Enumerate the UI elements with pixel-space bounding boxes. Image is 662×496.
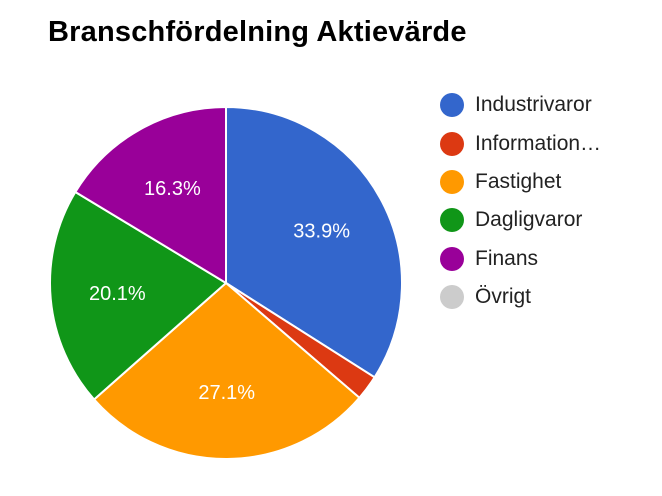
legend-label: Fastighet [475, 169, 562, 193]
legend-label: Industrivaror [475, 93, 592, 117]
chart-title: Branschfördelning Aktievärde [48, 16, 467, 48]
legend-swatch [440, 169, 464, 194]
pie-slices [49, 105, 403, 460]
legend-item[interactable]: Finans [440, 240, 601, 278]
legend-label: Övrigt [475, 285, 532, 309]
legend-swatch [440, 131, 464, 156]
slice-label: 16.3% [144, 178, 201, 200]
legend-swatch [440, 93, 464, 118]
pie-slice-finans[interactable] [73, 105, 227, 285]
legend-item[interactable]: Dagligvaror [440, 201, 601, 239]
legend-label: Information… [475, 131, 602, 155]
slice-label: 27.1% [198, 382, 255, 404]
slice-label: 20.1% [89, 283, 146, 305]
legend-item[interactable]: Fastighet [440, 163, 601, 201]
legend-swatch [440, 208, 464, 233]
pie-slice-fastighet[interactable] [92, 281, 361, 460]
legend-swatch [440, 246, 464, 271]
legend: Industrivaror Information… Fastighet Daglig… [440, 86, 601, 316]
legend-item[interactable]: Industrivaror [440, 86, 601, 124]
legend-label: Dagligvaror [475, 208, 583, 232]
legend-item[interactable]: Information… [440, 124, 601, 162]
legend-swatch [440, 285, 464, 310]
pie-slice-labels: 33.9% 27.1% 20.1% 16.3% [89, 178, 350, 404]
legend-item[interactable]: Övrigt [440, 278, 601, 316]
legend-label: Finans [475, 246, 539, 270]
pie-slice-dagligvaror[interactable] [49, 190, 228, 401]
slice-label: 33.9% [293, 220, 350, 242]
